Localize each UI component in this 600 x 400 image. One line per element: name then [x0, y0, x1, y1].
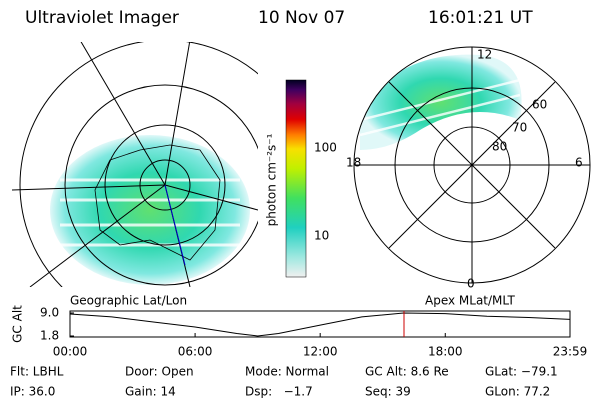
- time: 16:01:21 UT: [428, 8, 533, 28]
- status-field: GLon: 77.2: [485, 385, 550, 399]
- panel-label: Apex MLat/MLT: [425, 294, 515, 308]
- altitude-line: [69, 312, 571, 337]
- mlt-label: 0: [467, 277, 475, 291]
- x-tick-label: 00:00: [53, 345, 88, 359]
- status-field: IP: 36.0: [10, 385, 55, 399]
- colorbar-tick: 100: [314, 141, 337, 155]
- colorbar-tick: 10: [314, 229, 329, 243]
- colorbar-label: photon cm⁻²s⁻¹: [265, 133, 279, 226]
- y-tick-label: 1.8: [40, 329, 59, 343]
- magnetic-polar-plot: 12 18 6 0 60 70 80: [346, 46, 591, 291]
- y-tick-label: 9.0: [40, 306, 59, 320]
- status-field: GC Alt: 8.6 Re: [365, 365, 449, 379]
- lat-label: 80: [492, 140, 507, 154]
- x-tick-label: 12:00: [303, 345, 338, 359]
- lat-label: 60: [532, 98, 547, 112]
- status-field: Flt: LBHL: [10, 365, 64, 379]
- date: 10 Nov 07: [258, 8, 345, 28]
- status-field: Mode: Normal: [245, 365, 329, 379]
- x-tick-label: 23:59: [553, 345, 588, 359]
- lat-label: 70: [512, 121, 527, 135]
- mlt-label: 12: [477, 48, 492, 62]
- mlt-label: 18: [346, 156, 361, 170]
- title: Ultraviolet Imager: [25, 8, 179, 28]
- status-field: Seq: 39: [365, 385, 411, 399]
- mlt-label: 6: [575, 156, 583, 170]
- status-field: GLat: −79.1: [485, 365, 558, 379]
- y-axis-label: GC Alt: [11, 305, 25, 343]
- x-tick-label: 06:00: [178, 345, 213, 359]
- panel-label: Geographic Lat/Lon: [70, 294, 187, 308]
- status-field: Dsp: −1.7: [245, 385, 313, 399]
- status-field: Gain: 14: [125, 385, 176, 399]
- geographic-map: [12, 42, 258, 287]
- colorbar: 100 10 photon cm⁻²s⁻¹: [265, 79, 337, 278]
- status-field: Door: Open: [125, 365, 194, 379]
- x-tick-label: 18:00: [428, 345, 463, 359]
